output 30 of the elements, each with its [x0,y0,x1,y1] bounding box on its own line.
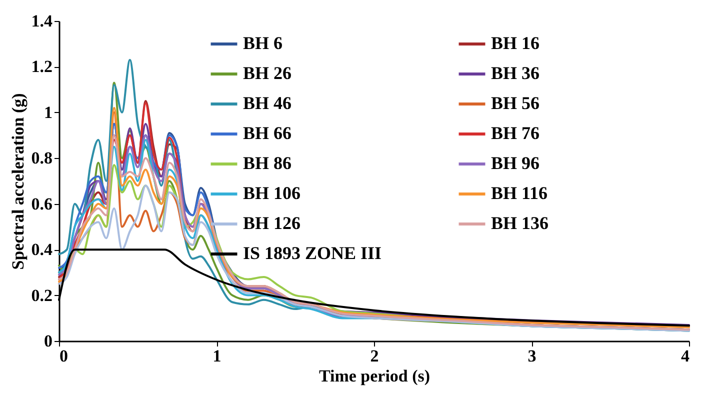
legend-label: IS 1893 ZONE III [243,243,382,263]
x-axis-title: Time period (s) [318,366,430,386]
y-tick-label: 1.2 [31,57,52,76]
legend-label: BH 106 [243,183,301,203]
legend-label: BH 56 [491,93,540,113]
x-tick-label: 0 [60,346,68,366]
y-tick-label: 0.6 [31,194,52,214]
y-tick-label: 0 [44,332,52,350]
legend-label: BH 6 [243,33,283,53]
y-tick-label: 1 [44,102,52,122]
x-tick-label: 3 [528,346,536,366]
legend-label: BH 66 [243,123,292,143]
legend-label: BH 136 [491,213,549,233]
legend-label: BH 86 [243,153,292,173]
x-tick-label: 1 [212,346,222,366]
x-tick-label: 2 [370,346,379,366]
x-tick-label: 4 [681,346,690,366]
y-tick-label: 0.2 [31,286,52,305]
legend-label: BH 26 [243,63,292,83]
legend-label: BH 46 [243,93,292,113]
y-axis-title: Spectral acceleration (g) [8,93,28,270]
legend-label: BH 96 [491,153,540,173]
legend-label: BH 36 [491,63,540,83]
legend-label: BH 116 [491,183,548,203]
legend-label: BH 16 [491,33,540,53]
y-tick-label: 0.8 [31,148,52,168]
y-tick-label: 1.4 [31,12,53,30]
legend-label: BH 126 [243,213,301,233]
legend-label: BH 76 [491,123,540,143]
y-tick-label: 0.4 [31,240,53,260]
